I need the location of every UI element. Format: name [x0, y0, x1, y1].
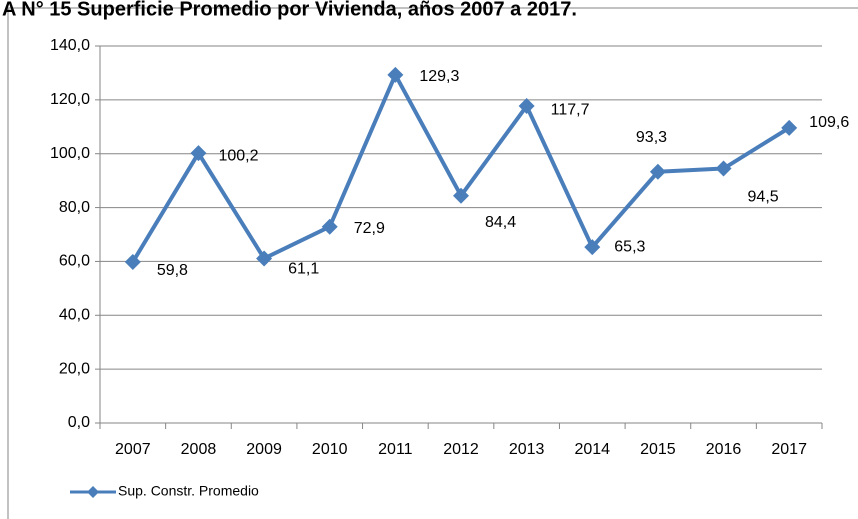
x-tick-label: 2017 [771, 441, 807, 458]
data-label: 65,3 [614, 238, 645, 255]
x-tick-label: 2013 [509, 441, 545, 458]
data-label: 59,8 [157, 262, 188, 279]
x-tick-label: 2014 [574, 441, 610, 458]
marker [584, 239, 601, 256]
y-tick-label: 80,0 [59, 199, 90, 216]
x-tick-label: 2016 [706, 441, 742, 458]
data-label: 84,4 [485, 214, 516, 231]
y-tick-label: 0,0 [68, 414, 90, 431]
marker [190, 145, 207, 162]
x-tick-label: 2010 [312, 441, 348, 458]
y-tick-label: 100,0 [50, 145, 90, 162]
marker [387, 66, 404, 83]
y-tick-label: 140,0 [50, 37, 90, 54]
data-label: 129,3 [419, 68, 459, 85]
x-tick-label: 2012 [443, 441, 479, 458]
marker [781, 119, 798, 136]
marker [715, 160, 732, 177]
data-label: 109,6 [809, 114, 849, 131]
y-tick-label: 20,0 [59, 360, 90, 377]
legend-marker [87, 486, 99, 498]
data-label: 72,9 [354, 220, 385, 237]
x-tick-label: 2009 [246, 441, 282, 458]
chart-title: A N° 15 Superficie Promedio por Vivienda… [2, 0, 577, 20]
marker [518, 98, 535, 115]
chart-frame [7, 7, 858, 519]
marker [453, 187, 469, 204]
y-tick-label: 60,0 [59, 253, 90, 270]
y-tick-label: 40,0 [59, 307, 90, 324]
data-label: 93,3 [636, 129, 667, 146]
marker [256, 250, 273, 267]
x-tick-label: 2008 [181, 441, 217, 458]
x-tick-label: 2011 [378, 441, 413, 458]
data-label: 94,5 [748, 189, 779, 206]
data-label: 61,1 [288, 261, 319, 278]
data-label: 100,2 [218, 147, 258, 164]
legend-label: Sup. Constr. Promedio [118, 483, 259, 499]
y-tick-label: 120,0 [50, 91, 90, 108]
marker [649, 163, 666, 180]
x-tick-label: 2015 [640, 441, 676, 458]
marker [321, 218, 338, 235]
data-label: 117,7 [551, 101, 590, 118]
marker [124, 253, 141, 270]
x-tick-label: 2007 [115, 441, 151, 458]
